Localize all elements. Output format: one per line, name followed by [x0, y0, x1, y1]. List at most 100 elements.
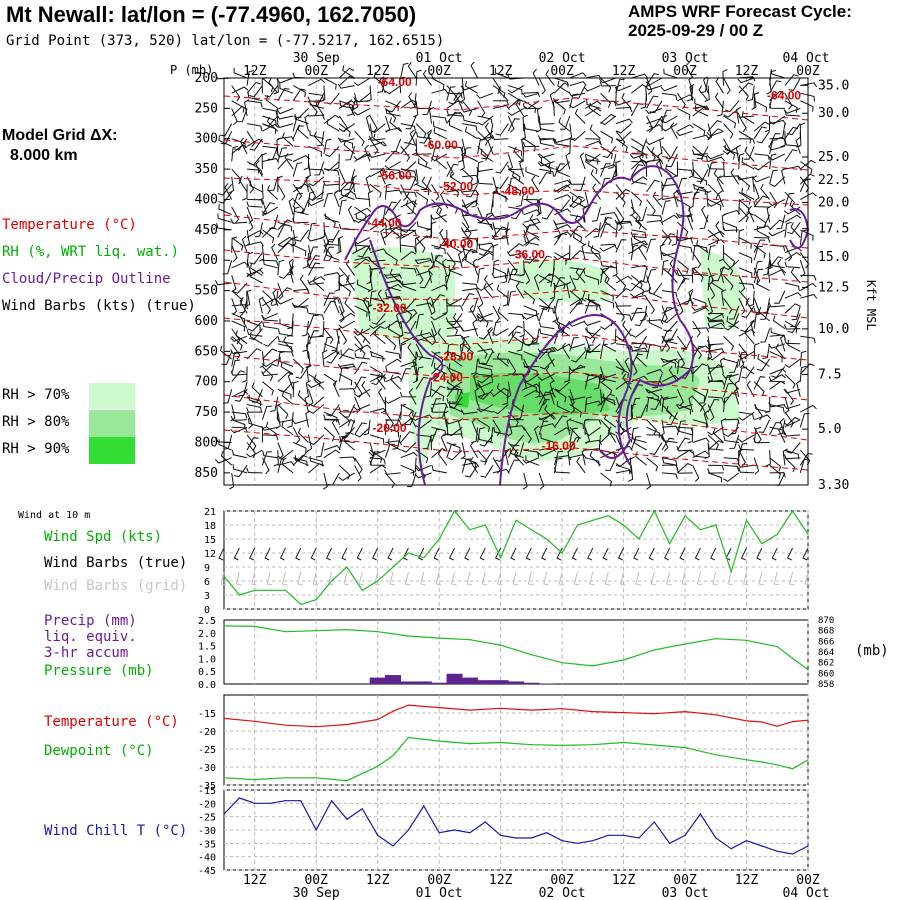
- wind-barb: [449, 171, 463, 185]
- wind-barb: [419, 130, 432, 144]
- wind-barb: [231, 261, 249, 269]
- wind-barb: [769, 93, 778, 109]
- wind-barb: [692, 343, 703, 360]
- wind-speed-line-point: [377, 580, 379, 582]
- wind-barb: [492, 358, 510, 364]
- wind-barb: [446, 443, 457, 458]
- wind-barb: [677, 237, 694, 244]
- pressure-line-point: [776, 646, 778, 648]
- wind-barb: [380, 228, 386, 246]
- temperature-line-point: [622, 712, 625, 714]
- wind-barb: [738, 444, 755, 451]
- wind-panel-title: Wind at 10 m: [18, 510, 91, 521]
- wind-barb: [308, 191, 315, 208]
- wind-barb: [246, 252, 254, 268]
- wind-barb: [769, 169, 778, 185]
- precip-ytick-3: 1.5: [198, 642, 216, 653]
- wind-barb-true: [710, 547, 717, 561]
- wind-barb: [784, 149, 798, 162]
- wind-barb: [584, 153, 601, 163]
- wind-barb-grid: [789, 571, 795, 586]
- wind-barb: [768, 103, 785, 109]
- wind-barb: [707, 468, 724, 474]
- pressure-tick-9: 650: [195, 344, 218, 359]
- wind-barb: [753, 201, 770, 208]
- wind-barb: [665, 328, 678, 342]
- wind-barb: [369, 320, 386, 330]
- wind-barb: [354, 344, 372, 352]
- wind-barb: [478, 404, 494, 413]
- wind-barb: [277, 404, 289, 420]
- model-grid-title: Model Grid ΔX:: [2, 127, 118, 144]
- wind-barb: [430, 433, 436, 451]
- wind-barb-true: [279, 547, 286, 561]
- wind-barb: [661, 214, 679, 223]
- wind-barb: [284, 153, 294, 170]
- wind-barb: [723, 418, 740, 424]
- wind-barb: [460, 85, 478, 91]
- wind-barb: [308, 168, 325, 175]
- wind-barb: [631, 375, 648, 383]
- wind-barb: [477, 115, 494, 126]
- wind-barb: [426, 296, 432, 314]
- wind-barb: [522, 362, 540, 368]
- wind-barb: [446, 388, 464, 395]
- wind-barb: [404, 320, 417, 334]
- wind-barb: [708, 312, 725, 319]
- wind-barb: [615, 84, 622, 101]
- wind-barb: [384, 201, 397, 215]
- rh80-swatch: [89, 410, 135, 437]
- wind-barb-grid: [497, 571, 503, 586]
- wind-barb: [371, 373, 386, 386]
- wind-barb: [231, 328, 241, 345]
- wind-barb: [569, 389, 575, 407]
- wind-barb: [661, 92, 678, 101]
- kft-tick-3: 22.5: [818, 173, 849, 188]
- legend-wind-barbs: Wind Barbs (kts) (true): [2, 298, 196, 314]
- wind-barb: [338, 223, 355, 231]
- wind-barb: [385, 273, 403, 279]
- wind-barb: [469, 304, 479, 322]
- wind-barb: [784, 74, 799, 86]
- wind-barb: [326, 119, 340, 132]
- wind-barb: [634, 313, 648, 327]
- wind-barb: [784, 416, 800, 428]
- wind-barb: [507, 419, 513, 437]
- wind-barb: [313, 131, 325, 147]
- wind-barb: [478, 434, 494, 443]
- wind-barb: [345, 259, 356, 276]
- wind-barb: [414, 259, 432, 265]
- wind-barb: [247, 320, 263, 332]
- wind-barb: [800, 192, 817, 200]
- wind-barb: [585, 375, 602, 383]
- wind-barb: [707, 161, 717, 177]
- temp-contour-label-6: -44.00: [367, 216, 401, 230]
- wind-barb: [323, 449, 340, 459]
- wind-barb: [357, 244, 371, 258]
- wind-barb: [799, 365, 807, 382]
- wind-barb: [416, 221, 432, 231]
- wind-barb: [422, 100, 432, 116]
- wind-barb: [277, 336, 294, 345]
- wind-barb: [537, 449, 555, 457]
- wind-barb: [600, 381, 613, 396]
- wind-barb: [495, 161, 509, 174]
- wind-barb: [584, 161, 598, 175]
- wind-barb: [323, 426, 335, 442]
- wind-barb: [760, 305, 771, 320]
- wind-barb: [783, 419, 801, 427]
- wind-chill-line-point: [745, 840, 748, 842]
- wind-barb: [646, 457, 659, 472]
- wind-barb: [384, 115, 391, 133]
- wind-barb: [308, 184, 317, 201]
- wind-barb-field: [214, 61, 818, 490]
- wind-barb: [661, 233, 676, 246]
- wind-barb: [231, 343, 241, 360]
- wind-barb: [465, 126, 478, 140]
- wind-speed-line-point: [315, 599, 317, 601]
- wind-barb: [659, 419, 665, 437]
- wind-barb: [568, 179, 586, 185]
- wind-barb: [569, 404, 582, 418]
- wind-speed-line-point: [684, 515, 686, 517]
- wind-barb: [600, 267, 608, 284]
